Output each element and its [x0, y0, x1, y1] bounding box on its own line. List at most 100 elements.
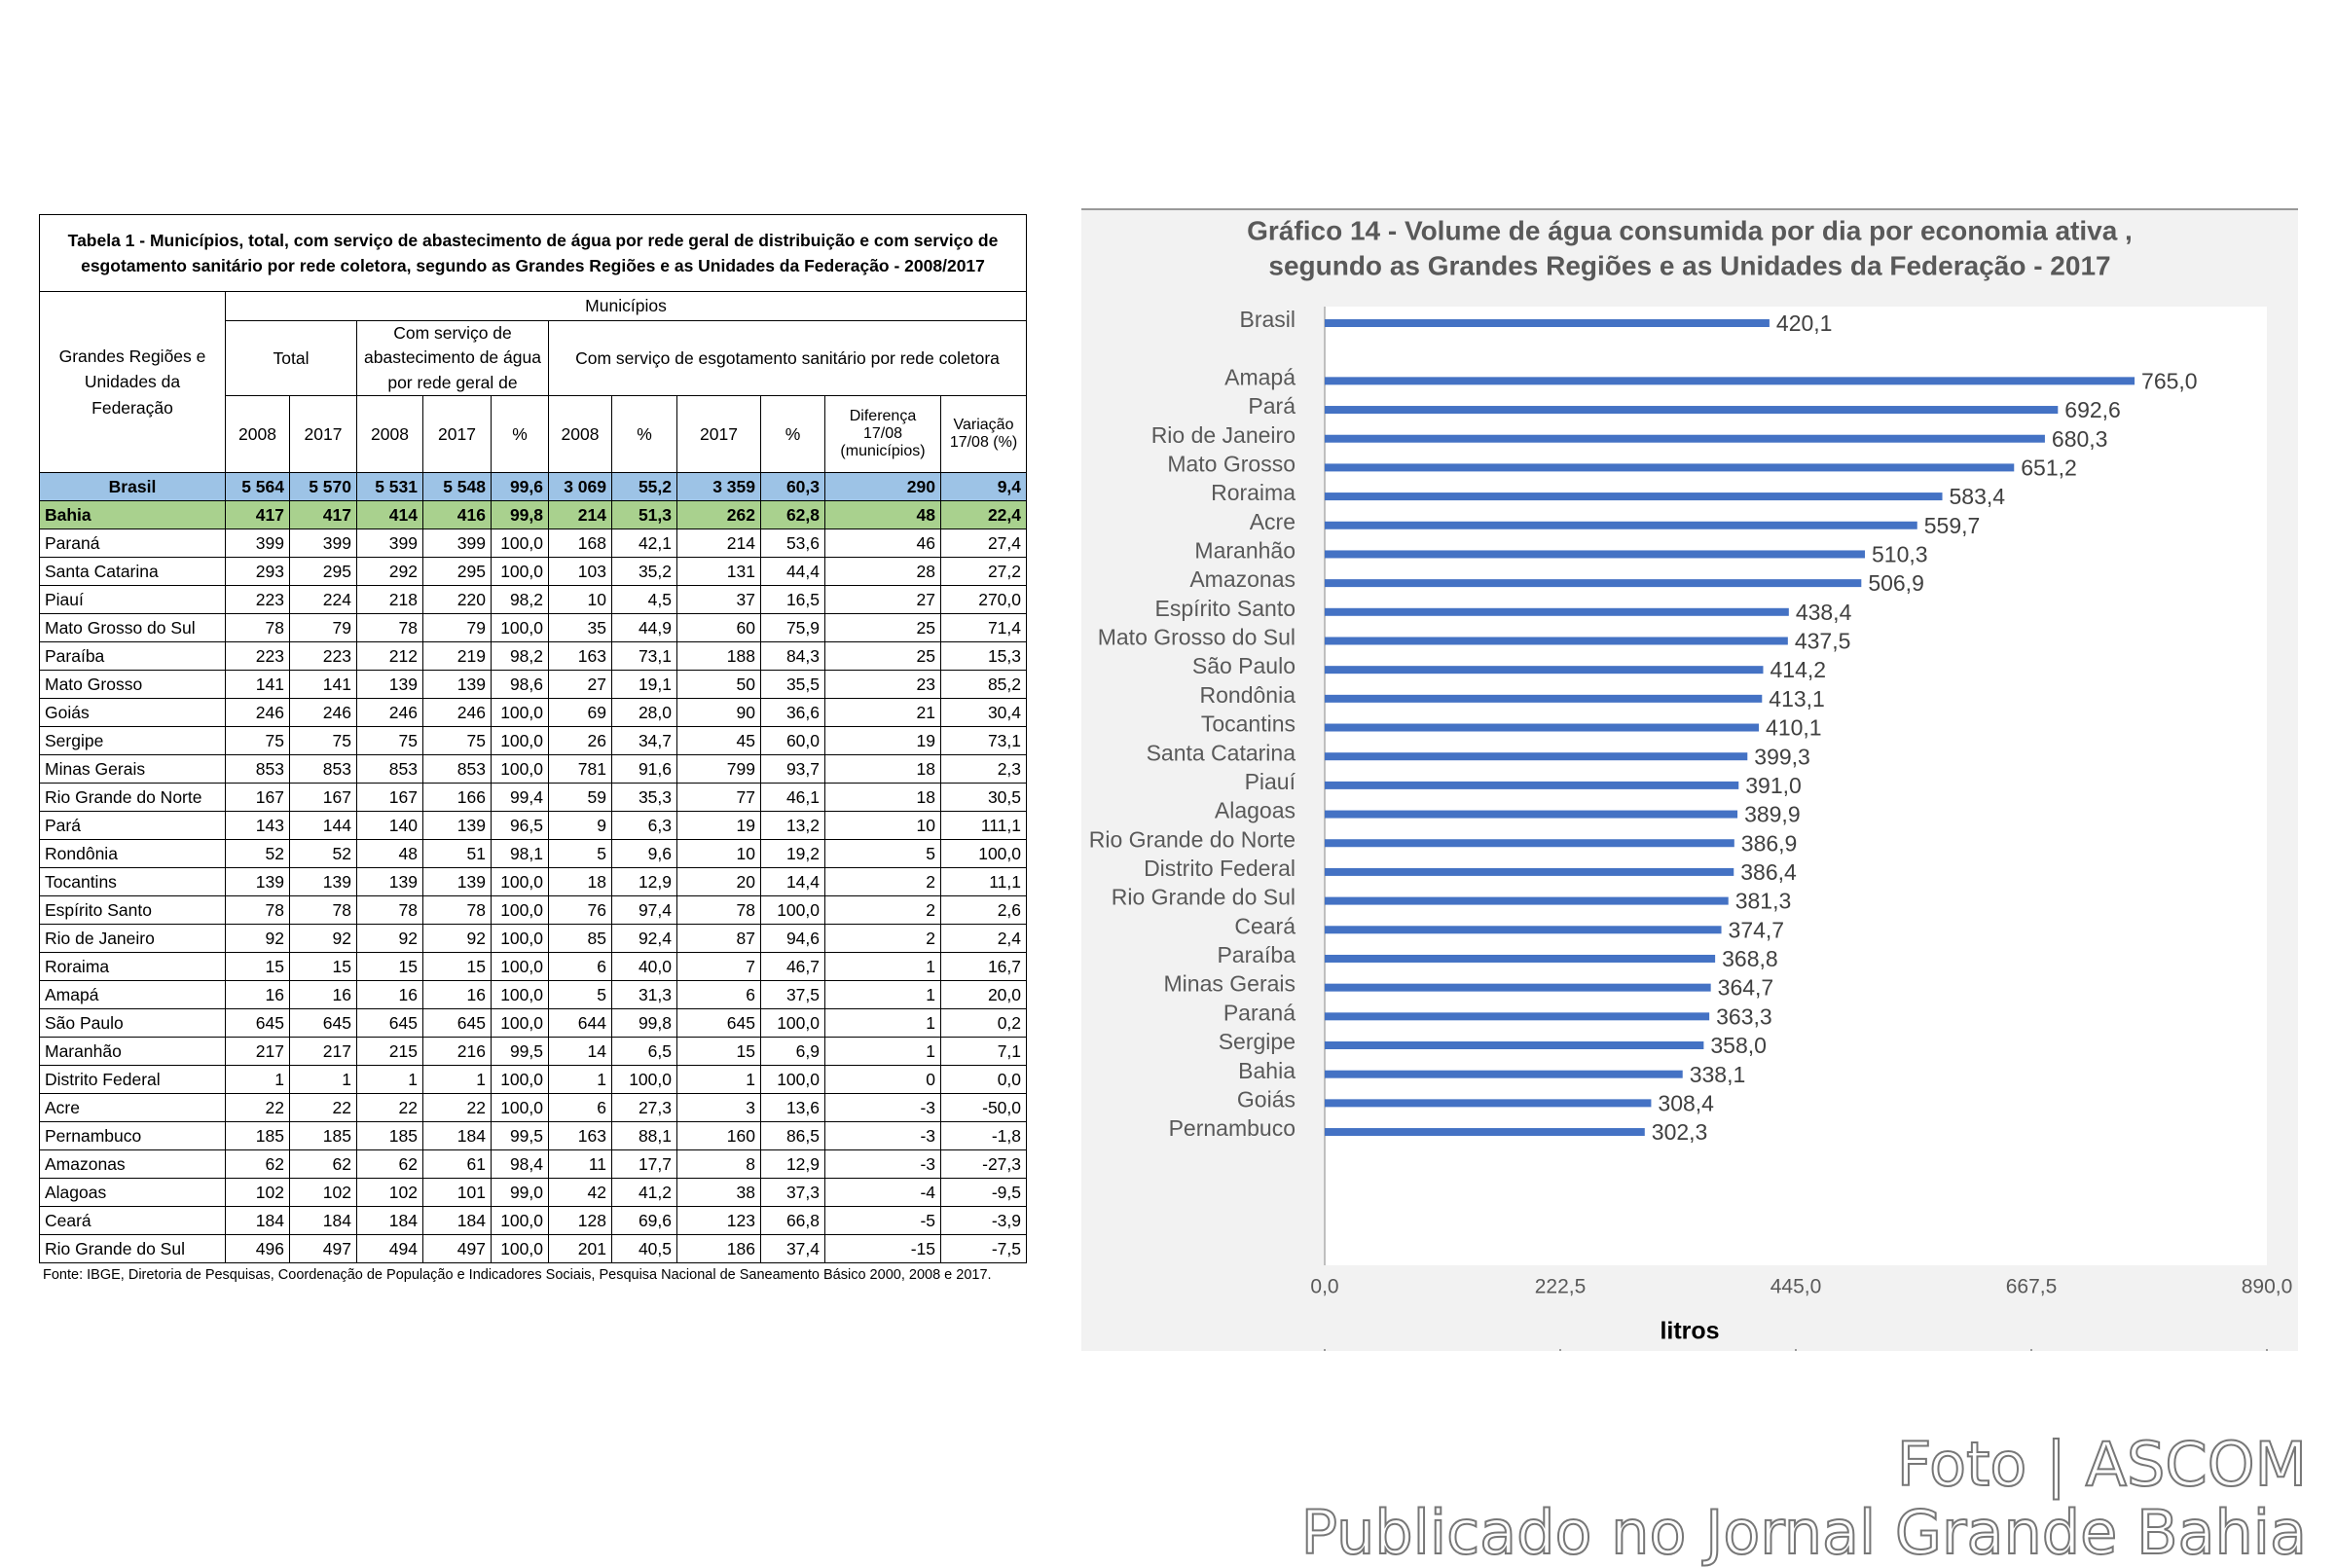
cell: 853: [225, 754, 290, 784]
table-row: Minas Gerais 853 853 853 853 100,0 781 91,6 799 9…: [39, 754, 1028, 784]
cell: -9,5: [939, 1178, 1028, 1208]
y-tick-label: Alagoas: [1215, 798, 1296, 823]
y-tick-label: Pernambuco: [1169, 1115, 1296, 1141]
cell: 185: [225, 1121, 290, 1151]
cell: 781: [548, 754, 612, 784]
cell: -3: [824, 1149, 941, 1180]
cell: 184: [422, 1206, 492, 1236]
cell: 16,7: [939, 952, 1028, 982]
cell: 1: [824, 952, 941, 982]
cell: 62: [356, 1149, 423, 1180]
cell: 88,1: [611, 1121, 677, 1151]
bar: [1325, 521, 1917, 529]
cell: 90: [676, 698, 761, 728]
cell: 5 531: [356, 472, 423, 502]
cell: -27,3: [939, 1149, 1028, 1180]
cell: 25: [824, 613, 941, 643]
cell: 8: [676, 1149, 761, 1180]
cell: 100,0: [491, 952, 549, 982]
cell: 46,1: [760, 783, 825, 813]
cell: 417: [225, 500, 290, 530]
cell: 19: [676, 811, 761, 841]
cell: 18: [548, 867, 612, 897]
header-municipios: Municípios: [224, 291, 1028, 321]
chart-title: Gráfico 14 - Volume de água consumida po…: [1247, 215, 2133, 245]
cell: 100,0: [491, 1065, 549, 1095]
cell: 53,6: [760, 529, 825, 559]
table-panel: Tabela 1 - Municípios, total, com serviç…: [38, 214, 1028, 1284]
y-tick-label: Rio de Janeiro: [1151, 422, 1296, 448]
cell: 2: [824, 895, 941, 926]
cell: 141: [289, 670, 357, 700]
cell: 166: [422, 783, 492, 813]
bar: [1325, 607, 1789, 616]
row-label: Amazonas: [39, 1149, 226, 1180]
cell: 139: [356, 670, 423, 700]
cell: 28: [824, 557, 941, 587]
cell: 26: [548, 726, 612, 756]
table-row: Tocantins 139 139 139 139 100,0 18 12,9 20 14,4 2 1…: [39, 867, 1028, 897]
cell: 92: [356, 924, 423, 954]
y-tick-label: Distrito Federal: [1144, 856, 1296, 881]
cell: 4,5: [611, 585, 677, 615]
cell: 15: [289, 952, 357, 982]
column-header: 2008: [356, 395, 423, 474]
column-header: %: [760, 395, 825, 474]
cell: 6: [548, 952, 612, 982]
table-source: Fonte: IBGE, Diretoria de Pesquisas, Coo…: [43, 1267, 992, 1284]
cell: 223: [289, 641, 357, 672]
cell: 62: [289, 1149, 357, 1180]
cell: 1: [824, 980, 941, 1010]
cell: 399: [225, 529, 290, 559]
cell: 100,0: [491, 726, 549, 756]
cell: 44,9: [611, 613, 677, 643]
cell: 96,5: [491, 811, 549, 841]
bar: [1325, 867, 1734, 876]
cell: 62,8: [760, 500, 825, 530]
cell: 86,5: [760, 1121, 825, 1151]
table-row: Maranhão 217 217 215 216 99,5 14 6,5 15 6,9 1 7,1: [39, 1037, 1028, 1067]
cell: 27,2: [939, 557, 1028, 587]
cell: 645: [422, 1008, 492, 1039]
column-header: %: [491, 395, 549, 474]
value-label: 381,3: [1735, 889, 1792, 914]
cell: 99,5: [491, 1121, 549, 1151]
cell: 78: [356, 895, 423, 926]
cell: 52: [289, 839, 357, 869]
table-row: Rio Grande do Norte 167 167 167 166 99,4 59 35,…: [39, 783, 1028, 813]
cell: 246: [356, 698, 423, 728]
cell: 9: [548, 811, 612, 841]
cell: 52: [225, 839, 290, 869]
cell: 217: [289, 1037, 357, 1067]
cell: 18: [824, 754, 941, 784]
y-tick-label: Roraima: [1211, 480, 1296, 505]
cell: 167: [225, 783, 290, 813]
cell: 399: [422, 529, 492, 559]
cell: 144: [289, 811, 357, 841]
cell: -7,5: [939, 1234, 1028, 1264]
cell: 100,0: [760, 895, 825, 926]
cell: 1: [824, 1037, 941, 1067]
table-row: Alagoas 102 102 102 101 99,0 42 41,2 38 37,3 -4 -9,…: [39, 1178, 1028, 1208]
table-row: Ceará 184 184 184 184 100,0 128 69,6 123 66,8 -5 -3…: [39, 1206, 1028, 1236]
y-tick-label: Sergipe: [1219, 1029, 1296, 1054]
cell: 6: [676, 980, 761, 1010]
value-label: 364,7: [1718, 975, 1774, 1001]
cell: 215: [356, 1037, 423, 1067]
cell: 22: [289, 1093, 357, 1123]
cell: 217: [225, 1037, 290, 1067]
cell: 30,5: [939, 783, 1028, 813]
cell: 414: [356, 500, 423, 530]
column-header: 2017: [676, 395, 761, 474]
table-row: Pernambuco 185 185 185 184 99,5 163 88,1 160 86,5…: [39, 1121, 1028, 1151]
value-label: 391,0: [1745, 773, 1802, 798]
cell: 46,7: [760, 952, 825, 982]
row-label: Pará: [39, 811, 226, 841]
row-label: Mato Grosso do Sul: [39, 613, 226, 643]
cell: 14: [548, 1037, 612, 1067]
cell: 9,4: [939, 472, 1028, 502]
row-label: Santa Catarina: [39, 557, 226, 587]
column-header: Diferença 17/08 (municípios): [824, 395, 941, 474]
value-label: 389,9: [1744, 802, 1801, 827]
cell: 139: [422, 811, 492, 841]
